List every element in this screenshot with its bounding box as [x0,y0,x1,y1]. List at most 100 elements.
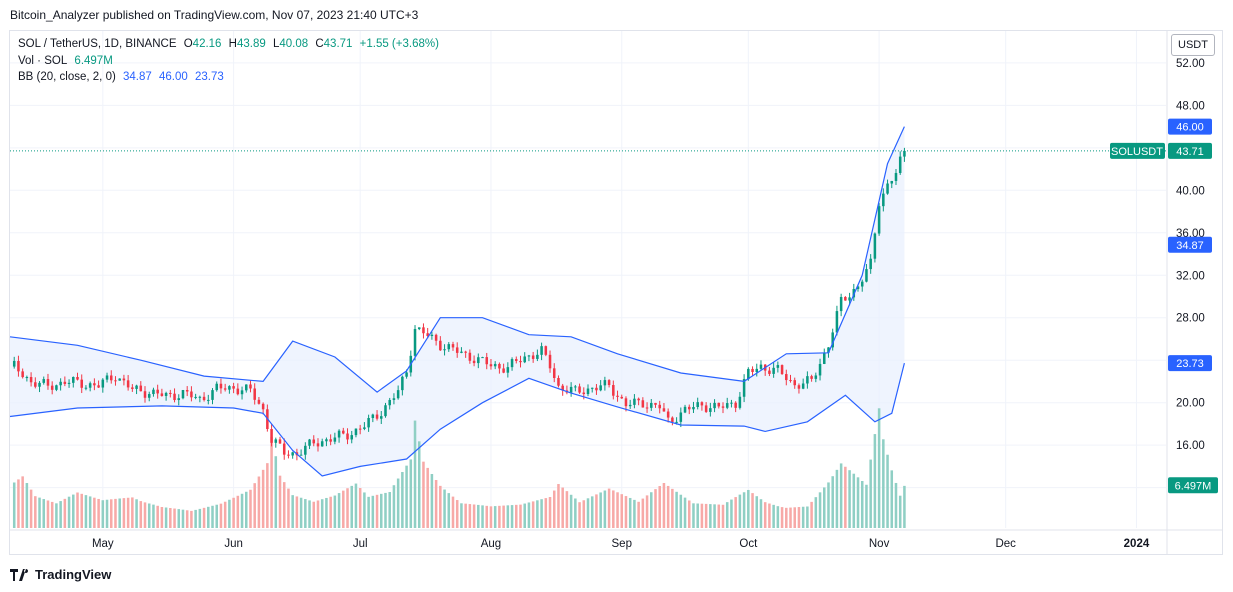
volume-bar [734,497,737,528]
candle-body [717,402,721,407]
candle-body [101,379,105,388]
volume-bar [616,492,619,528]
volume-bar [282,482,286,528]
bollinger-tag-bg [1168,355,1212,372]
last-price-tag-bg [1168,142,1212,159]
volume-bar [422,461,425,528]
candle-body [434,334,438,341]
volume-bar [455,500,459,528]
candle-body [742,379,746,397]
volume-bar [371,495,375,528]
candle-body [93,383,96,386]
candle-body [730,402,733,404]
volume-bar [675,491,678,528]
volume-bar [169,508,172,528]
candle-body [515,359,518,361]
candle-body [287,454,290,456]
volume-bar [342,490,345,528]
volume-bar [249,489,252,528]
candle-body [34,382,37,387]
symbol-label[interactable]: SOL / TetherUS, 1D, BINANCE [18,38,177,50]
bollinger-label[interactable]: BB (20, close, 2, 0) [18,71,116,83]
volume-bar [160,507,164,528]
candle-body [63,381,67,384]
candle-body [666,411,670,418]
volume-bar [738,494,742,528]
tradingview-footer[interactable]: TradingView [10,567,111,582]
candle-body [751,368,754,373]
candle-body [460,351,463,353]
volume-bar [185,510,189,528]
price-chart[interactable]: 52.00 48.00 40.00 36.00 32.00 28.00 20.00 16.00… [0,0,1233,560]
volume-bar [354,483,358,528]
candle-body [363,427,366,429]
candle-body [789,380,792,382]
volume-bar [650,492,653,528]
time-scale-labels[interactable]: May Jun Jul Aug Sep Oct Nov Dec 2024 [92,538,1150,550]
candle-body [291,452,294,456]
publisher-line: Bitcoin_Analyzer published on TradingVie… [10,8,419,22]
candle-body [156,389,159,394]
volume-bar [544,498,548,528]
currency-unit-button[interactable]: USDT [1171,34,1215,56]
candle-body [173,393,176,401]
candle-body [181,389,185,399]
open-label: O [183,38,193,50]
time-tick-label: Dec [995,538,1016,550]
volume-label[interactable]: Vol · SOL [18,54,68,67]
volume-bar [628,497,632,528]
volume-bar [320,499,324,528]
volume-bar [253,483,256,528]
candle-body [654,402,657,405]
chart-frame[interactable] [9,30,1223,555]
candle-body [367,417,370,428]
candle-body [713,402,716,409]
candle-body [380,416,383,419]
candle-body [810,376,813,379]
candle-body [84,387,88,389]
volume-bar [776,506,780,528]
candle-body [793,380,796,386]
volume-bar [493,506,497,528]
volume-bar [358,488,362,528]
candle-body [848,297,851,301]
candle-body [228,386,231,390]
volume-bar [55,503,58,528]
volume-bar [25,483,29,528]
candle-body [679,412,683,422]
candle-body [152,389,155,395]
time-tick-label: Sep [612,538,632,550]
volume-bar [299,497,303,528]
candle-body [261,403,265,410]
volume-bar [477,504,480,528]
volume-bar [122,498,126,528]
candle-body [333,437,337,442]
volume-bar [595,494,598,528]
candle-body [240,390,244,395]
tradingview-logo-icon [10,568,29,581]
candle-body [801,383,805,389]
candle-body [337,430,341,438]
volume-bar [443,489,446,528]
volume-bar [46,500,50,528]
volume-bar [118,498,121,528]
volume-bar [105,499,109,528]
volume-bar [291,495,294,528]
candle-body [687,406,691,410]
volume-bar [350,485,354,528]
bollinger-tag-bg [1168,118,1212,135]
volume-bar [240,493,244,528]
volume-bar [565,491,569,528]
volume-bar [88,496,92,528]
volume-bar [219,503,223,528]
volume-bar [147,503,151,528]
volume-bars [12,408,906,528]
candle-body [55,385,58,390]
candle-body [510,359,514,368]
volume-bar [215,504,218,528]
volume-bar [877,408,881,528]
volume-bar [747,489,750,528]
volume-bar [806,506,809,528]
candle-body [616,395,619,397]
open-value: 42.16 [192,38,222,50]
